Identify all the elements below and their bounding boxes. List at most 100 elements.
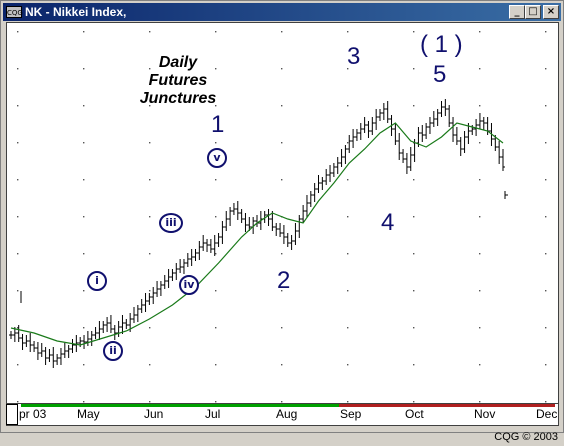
grid-dot bbox=[479, 105, 481, 107]
ohlc-bar bbox=[427, 117, 432, 134]
close-button[interactable]: × bbox=[543, 5, 559, 19]
ohlc-bar bbox=[443, 99, 448, 116]
price-chart bbox=[9, 31, 547, 403]
chart-annotation-title: Daily Futures Junctures bbox=[133, 54, 223, 108]
grid-dot bbox=[413, 364, 415, 366]
grid-dot bbox=[17, 179, 19, 181]
grid-dot bbox=[215, 290, 217, 292]
grid-dot bbox=[215, 327, 217, 329]
ohlc-bar bbox=[143, 293, 148, 312]
ohlc-bar bbox=[12, 327, 17, 342]
ohlc-bar bbox=[347, 135, 352, 153]
ohlc-bar bbox=[304, 195, 309, 218]
grid-dot bbox=[281, 142, 283, 144]
ohlc-bar bbox=[247, 217, 252, 231]
x-tick-apr: pr 03 bbox=[19, 407, 47, 421]
ohlc-bar bbox=[197, 241, 202, 260]
ohlc-bar bbox=[255, 215, 259, 227]
ohlc-bar bbox=[105, 317, 110, 332]
plot-area[interactable]: Daily Futures Junctures 1 2 3 4 5 ( 1 ) … bbox=[6, 22, 559, 404]
ohlc-bar bbox=[424, 123, 429, 139]
title-bar[interactable]: CQG NK - Nikkei Index, _ □ × bbox=[3, 3, 561, 21]
grid-dot bbox=[281, 290, 283, 292]
ohlc-bar bbox=[477, 113, 482, 129]
ohlc-bar bbox=[166, 269, 171, 288]
grid-dot bbox=[17, 327, 19, 329]
minimize-button[interactable]: _ bbox=[509, 5, 525, 19]
ohlc-bar bbox=[20, 334, 25, 350]
grid-dot bbox=[17, 142, 19, 144]
ohlc-bar bbox=[62, 343, 67, 358]
grid-dot bbox=[545, 179, 547, 181]
x-tick-may: May bbox=[77, 407, 100, 421]
ohlc-bar bbox=[132, 307, 136, 323]
grid-dot bbox=[413, 216, 415, 218]
ohlc-bar bbox=[35, 342, 40, 360]
grid-dot bbox=[215, 68, 217, 70]
grid-dot bbox=[479, 364, 481, 366]
ohlc-bar bbox=[339, 149, 344, 167]
grid-dot bbox=[479, 253, 481, 255]
grid-dot bbox=[215, 253, 217, 255]
grid-dot bbox=[413, 290, 415, 292]
grid-dot bbox=[215, 364, 217, 366]
ohlc-bar bbox=[404, 153, 409, 174]
grid-dot bbox=[479, 68, 481, 70]
ohlc-bar bbox=[147, 293, 152, 305]
ohlc-bar bbox=[9, 331, 13, 339]
ohlc-bar bbox=[97, 321, 102, 340]
ohlc-bar bbox=[381, 103, 386, 120]
ohlc-bar bbox=[358, 123, 363, 140]
ohlc-bar bbox=[324, 169, 329, 185]
ohlc-bar bbox=[55, 354, 60, 365]
ohlc-bar bbox=[231, 203, 236, 215]
period-bar-red bbox=[339, 404, 555, 407]
wave-label-2: 2 bbox=[277, 267, 291, 294]
grid-dot bbox=[215, 216, 217, 218]
ohlc-bar bbox=[335, 157, 340, 174]
grid-dot bbox=[149, 179, 151, 181]
ohlc-bar bbox=[320, 177, 325, 190]
ohlc-bar bbox=[162, 275, 167, 289]
ohlc-bar bbox=[401, 149, 406, 163]
cqg-window-icon[interactable]: CQG bbox=[6, 6, 23, 18]
grid-dot bbox=[83, 401, 85, 403]
ohlc-bar bbox=[158, 281, 163, 296]
ohlc-bar bbox=[397, 133, 402, 160]
x-tick-jun: Jun bbox=[144, 407, 164, 421]
grid-dot bbox=[149, 216, 151, 218]
ohlc-bar bbox=[278, 223, 283, 237]
grid-dot bbox=[281, 253, 283, 255]
ohlc-bar bbox=[151, 287, 156, 304]
ohlc-bar bbox=[116, 321, 121, 337]
grid-dot bbox=[545, 142, 547, 144]
grid-dot bbox=[347, 31, 349, 33]
subwave-label-ii: ii bbox=[103, 341, 123, 361]
ohlc-bar bbox=[293, 223, 298, 245]
ohlc-bar bbox=[297, 215, 302, 238]
ohlc-bar bbox=[351, 129, 356, 148]
scroll-start-box[interactable] bbox=[6, 404, 18, 425]
wave-label-paren-1: ( 1 ) bbox=[420, 31, 463, 58]
ohlc-bar bbox=[28, 333, 33, 352]
grid-dot bbox=[281, 179, 283, 181]
x-tick-aug: Aug bbox=[276, 407, 298, 421]
ohlc-bar bbox=[435, 109, 440, 126]
grid-dot bbox=[347, 105, 349, 107]
ohlc-bar bbox=[285, 233, 290, 247]
wave-label-3: 3 bbox=[347, 43, 361, 70]
ohlc-bar bbox=[481, 117, 486, 130]
grid-dot bbox=[479, 216, 481, 218]
ohlc-bar bbox=[124, 319, 129, 329]
grid-dot bbox=[545, 327, 547, 329]
grid-dot bbox=[413, 105, 415, 107]
grid-dot bbox=[83, 327, 85, 329]
grid-dot bbox=[413, 31, 415, 33]
grid-dot bbox=[545, 31, 547, 33]
grid-dot bbox=[215, 31, 217, 33]
grid-dot bbox=[17, 401, 19, 403]
maximize-button[interactable]: □ bbox=[525, 5, 541, 19]
chart-window: CQG NK - Nikkei Index, _ □ × Daily Futur… bbox=[0, 0, 564, 433]
wave-label-4: 4 bbox=[381, 209, 395, 236]
ohlc-bar bbox=[51, 347, 56, 368]
